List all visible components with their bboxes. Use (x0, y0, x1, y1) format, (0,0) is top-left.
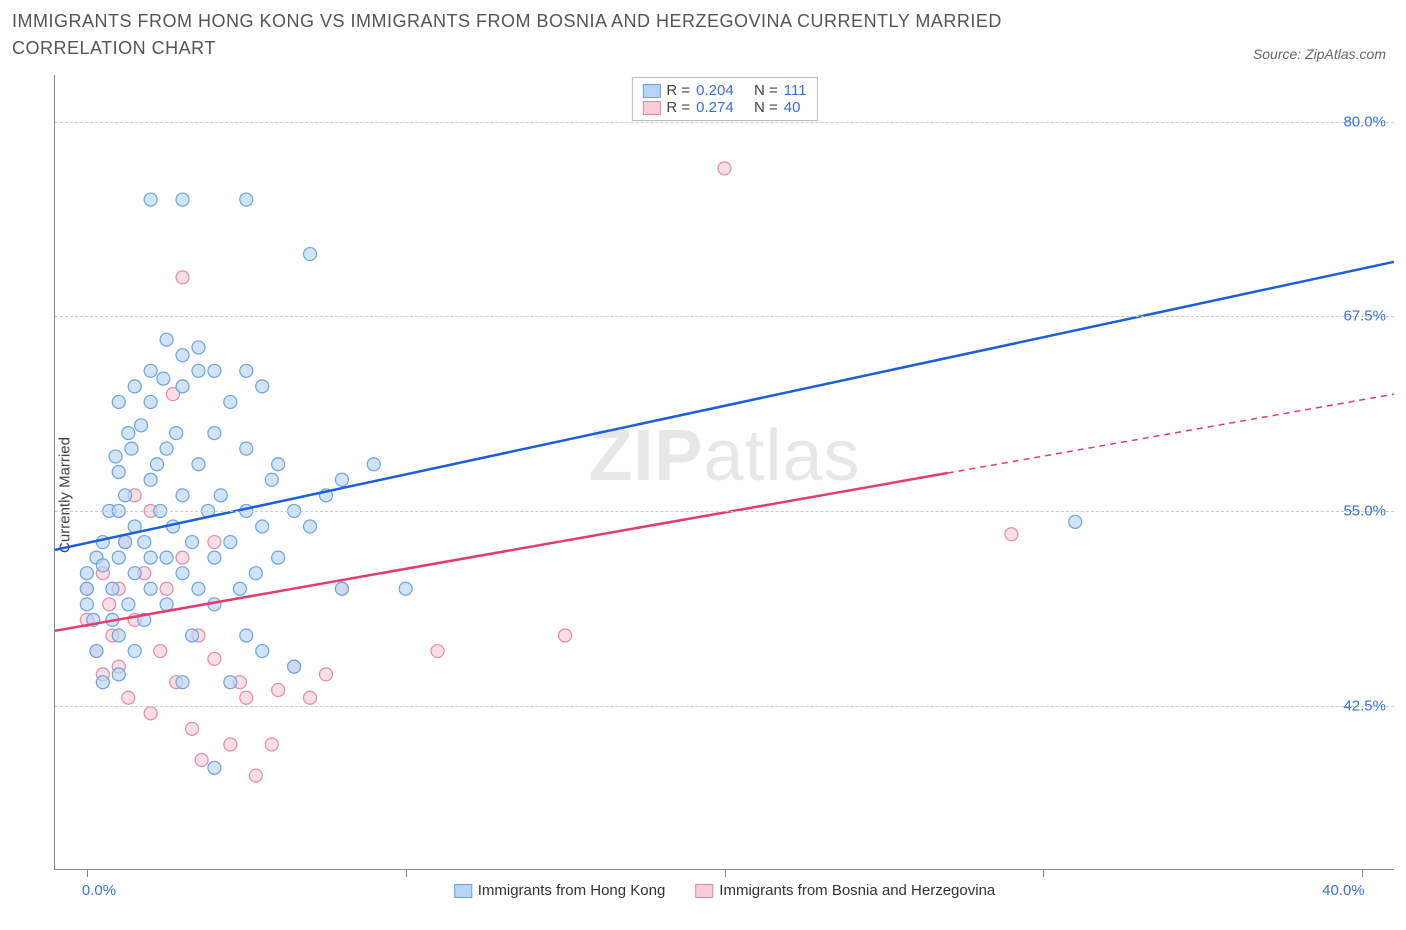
legend-stats: R = 0.204 N = 111 R = 0.274 N = 40 (631, 77, 817, 121)
chart-container: Currently Married ZIPatlas R = 0.204 N =… (12, 75, 1394, 915)
y-tick-label: 55.0% (1343, 502, 1386, 519)
legend-item-hk: Immigrants from Hong Kong (454, 882, 666, 899)
legend-swatch-hk-bottom (454, 884, 472, 898)
legend-label-hk: Immigrants from Hong Kong (478, 882, 666, 899)
legend-swatch-bh (642, 101, 660, 115)
y-tick-label: 80.0% (1343, 113, 1386, 130)
legend-swatch-hk (642, 84, 660, 98)
plot-svg (55, 75, 1394, 869)
legend-stats-row-hk: R = 0.204 N = 111 (642, 82, 806, 99)
legend-item-bh: Immigrants from Bosnia and Herzegovina (695, 882, 995, 899)
x-tick-label: 40.0% (1322, 882, 1365, 899)
y-tick-label: 42.5% (1343, 697, 1386, 714)
plot-area: ZIPatlas R = 0.204 N = 111 R = 0.274 N =… (54, 75, 1394, 870)
legend-swatch-bh-bottom (695, 884, 713, 898)
page-title: IMMIGRANTS FROM HONG KONG VS IMMIGRANTS … (12, 8, 1112, 62)
x-tick-label: 0.0% (82, 882, 116, 899)
legend-label-bh: Immigrants from Bosnia and Herzegovina (719, 882, 995, 899)
source-attribution: Source: ZipAtlas.com (1253, 46, 1386, 62)
legend-series: Immigrants from Hong Kong Immigrants fro… (454, 882, 996, 899)
y-tick-label: 67.5% (1343, 308, 1386, 325)
legend-stats-row-bh: R = 0.274 N = 40 (642, 99, 806, 116)
